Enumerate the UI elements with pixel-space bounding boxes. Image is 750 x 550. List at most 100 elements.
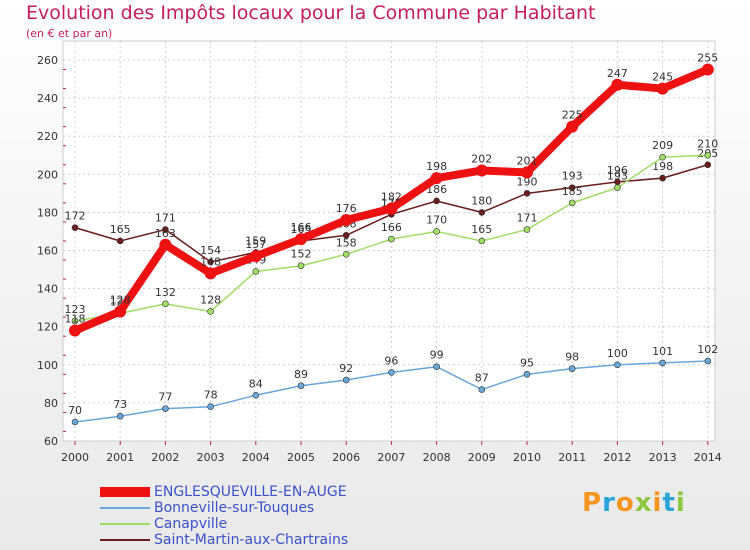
- data-label: 123: [65, 303, 86, 316]
- logo-letter: i: [675, 488, 686, 518]
- logo-letter: i: [652, 488, 663, 518]
- data-point: [659, 174, 666, 182]
- data-label: 100: [607, 347, 628, 360]
- data-point: [69, 324, 81, 337]
- x-tick-label: 2001: [106, 451, 134, 464]
- y-tick-label: 200: [37, 168, 58, 181]
- data-label: 202: [471, 152, 492, 165]
- legend-label: ENGLESQUEVILLE-EN-AUGE: [154, 484, 347, 500]
- x-tick-label: 2012: [603, 451, 631, 464]
- y-tick-label: 240: [37, 92, 58, 105]
- data-point: [704, 161, 712, 169]
- y-tick-label: 160: [37, 245, 58, 258]
- x-tick-label: 2008: [423, 451, 451, 464]
- legend-swatch: [100, 539, 150, 541]
- data-point: [116, 237, 124, 245]
- data-point: [566, 120, 579, 133]
- data-point: [433, 228, 440, 235]
- data-point: [207, 308, 214, 315]
- data-label: 185: [562, 185, 583, 198]
- chart-subtitle: (en € et par an): [26, 27, 113, 40]
- data-point: [478, 209, 486, 216]
- data-point: [162, 405, 169, 412]
- data-point: [523, 371, 531, 378]
- data-label: 165: [471, 223, 492, 236]
- data-point: [162, 226, 169, 233]
- data-label: 132: [155, 286, 176, 299]
- data-label: 193: [607, 170, 628, 183]
- x-tick-label: 2009: [468, 451, 496, 464]
- y-tick-label: 260: [37, 54, 58, 67]
- data-label: 176: [336, 202, 357, 215]
- data-point: [342, 376, 350, 384]
- data-point: [342, 231, 350, 239]
- data-label: 198: [426, 160, 447, 173]
- legend-swatch: [100, 507, 150, 509]
- x-tick-label: 2004: [242, 451, 270, 464]
- data-label: 92: [339, 362, 353, 375]
- legend-swatch: [100, 487, 150, 497]
- data-label: 209: [652, 139, 673, 152]
- y-tick-label: 220: [37, 130, 58, 143]
- data-label: 118: [65, 313, 86, 326]
- data-label: 98: [565, 351, 579, 364]
- data-label: 128: [110, 293, 131, 306]
- data-label: 182: [381, 191, 402, 204]
- data-point: [659, 359, 666, 367]
- data-label: 190: [517, 175, 538, 188]
- data-point: [71, 224, 79, 231]
- x-tick-label: 2007: [377, 451, 405, 464]
- data-label: 128: [200, 293, 221, 306]
- data-point: [523, 190, 531, 197]
- data-label: 96: [384, 354, 398, 367]
- data-label: 225: [562, 109, 583, 122]
- data-label: 84: [249, 377, 263, 390]
- data-label: 157: [245, 238, 266, 251]
- x-tick-label: 2013: [649, 451, 677, 464]
- data-point: [704, 151, 712, 159]
- y-tick-label: 60: [44, 435, 58, 448]
- data-point: [701, 63, 714, 76]
- data-label: 180: [471, 194, 492, 207]
- data-point: [71, 418, 79, 426]
- legend-label: Bonneville-sur-Touques: [154, 500, 315, 516]
- data-point: [295, 233, 307, 246]
- legend-swatch: [100, 523, 150, 525]
- data-point: [207, 403, 214, 411]
- data-point: [475, 164, 488, 177]
- data-label: 247: [607, 67, 628, 80]
- data-label: 201: [517, 154, 538, 167]
- x-tick-label: 2005: [287, 451, 315, 464]
- data-label: 158: [336, 236, 357, 249]
- data-label: 73: [113, 398, 127, 411]
- data-point: [207, 258, 214, 266]
- data-point: [252, 391, 260, 399]
- data-point: [388, 235, 395, 243]
- data-label: 154: [200, 244, 221, 257]
- data-point: [297, 262, 305, 270]
- data-label: 70: [68, 404, 82, 417]
- y-tick-label: 120: [37, 321, 58, 334]
- data-label: 170: [426, 213, 447, 226]
- data-label: 166: [381, 221, 402, 234]
- data-point: [521, 166, 533, 179]
- data-point: [568, 365, 576, 372]
- data-label: 95: [520, 356, 534, 369]
- data-label: 102: [697, 343, 718, 356]
- data-label: 198: [652, 160, 673, 173]
- y-tick-label: 80: [44, 397, 58, 410]
- legend-label: Canapville: [154, 516, 228, 532]
- data-point: [388, 369, 395, 376]
- data-point: [478, 386, 486, 393]
- logo-letter: x: [634, 488, 653, 518]
- data-label: 148: [200, 255, 221, 268]
- data-label: 89: [294, 368, 308, 381]
- data-label: 255: [697, 52, 718, 65]
- data-label: 159: [245, 234, 266, 247]
- data-point: [568, 199, 576, 207]
- logo-letter: r: [602, 488, 616, 518]
- data-label: 196: [607, 164, 628, 177]
- y-tick-label: 180: [37, 206, 58, 219]
- x-tick-label: 2006: [332, 451, 360, 464]
- data-point: [611, 78, 624, 91]
